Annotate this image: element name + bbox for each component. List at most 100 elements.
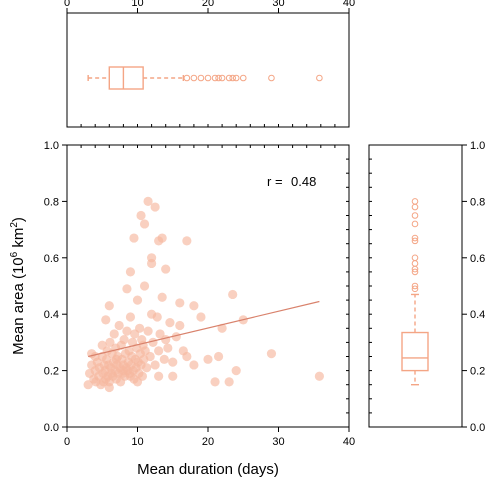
data-point <box>217 323 227 333</box>
top-box-outlier <box>316 74 323 82</box>
data-point <box>196 312 206 322</box>
y-tick-label: 0.8 <box>44 196 59 208</box>
y-tick-label: 0.6 <box>44 253 59 265</box>
data-point <box>125 312 136 322</box>
data-point <box>175 320 185 331</box>
data-point <box>136 210 146 221</box>
y-axis-label-sup2: 2 <box>9 222 20 228</box>
data-point <box>203 354 213 364</box>
data-point <box>189 301 199 311</box>
right-box-outlier <box>411 198 419 205</box>
correlation-value: 0.48 <box>291 174 316 189</box>
x-tick-label: 20 <box>202 436 214 448</box>
regression-line <box>88 300 320 358</box>
x-tick-label: 30 <box>272 436 284 448</box>
right-y-tick-label: 1.0 <box>470 140 485 152</box>
right-y-tick-label: 0.0 <box>470 422 485 434</box>
data-point <box>139 219 150 229</box>
data-point <box>147 309 157 319</box>
data-point <box>182 236 192 246</box>
right-boxplot <box>401 198 429 386</box>
data-point <box>83 380 93 390</box>
y-tick-label: 0.4 <box>44 309 59 321</box>
top-box-outlier <box>225 74 233 82</box>
data-point <box>210 377 220 387</box>
x-tick-label: 0 <box>64 436 70 448</box>
data-point <box>132 377 143 387</box>
data-point <box>159 354 169 364</box>
y-tick-label: 0.0 <box>44 422 59 434</box>
right-box-outlier <box>411 282 419 290</box>
data-point <box>224 377 234 387</box>
right-box-iqr <box>401 331 429 372</box>
top-axis-ticks: 0 10 20 30 40 <box>64 0 355 127</box>
y-axis-label: Mean area (106 km2) <box>9 217 27 355</box>
y-tick-label: 1.0 <box>44 140 59 152</box>
data-point <box>213 351 224 362</box>
data-point <box>154 346 164 356</box>
data-point <box>163 343 173 353</box>
y-axis-label-close: ) <box>10 217 27 222</box>
data-point <box>150 360 160 370</box>
y-axis-ticks: 0.0 0.2 0.4 0.6 0.8 1.0 <box>44 140 349 434</box>
top-boxplot-panel: 0 10 20 30 40 <box>64 0 355 128</box>
y-axis-label-unit: km <box>10 228 27 252</box>
scatter-points <box>83 196 324 393</box>
data-point <box>314 371 324 381</box>
data-point <box>104 382 114 393</box>
right-boxplot-panel: 0.0 0.2 0.4 0.6 0.8 1.0 <box>368 140 485 434</box>
x-axis-label: Mean duration (days) <box>137 461 279 478</box>
top-x-tick-label: 30 <box>272 0 284 9</box>
top-box-outlier <box>218 74 226 82</box>
data-point <box>168 357 178 367</box>
data-point <box>135 323 145 333</box>
right-y-tick-label: 0.4 <box>470 309 485 321</box>
data-point <box>125 267 136 277</box>
x-tick-label: 10 <box>131 436 143 448</box>
data-point <box>154 371 164 381</box>
data-point <box>228 289 238 300</box>
y-tick-label: 0.2 <box>44 366 59 378</box>
correlation-label: r = <box>267 174 283 189</box>
top-box-outlier <box>229 74 236 82</box>
right-box-outlier <box>411 268 419 276</box>
data-point <box>175 298 185 308</box>
right-box-outlier <box>411 237 419 245</box>
right-box-outlier <box>411 212 419 219</box>
data-point <box>157 233 167 243</box>
data-point <box>139 281 150 291</box>
right-box-outlier <box>411 285 419 293</box>
y-axis-label-sup: 6 <box>9 251 20 257</box>
top-box-outlier <box>190 74 198 82</box>
x-tick-label: 40 <box>343 436 355 448</box>
top-x-tick-label: 10 <box>131 0 143 9</box>
data-point <box>145 351 155 362</box>
top-x-tick-label: 20 <box>202 0 214 9</box>
data-point <box>165 318 175 328</box>
data-point <box>189 360 199 370</box>
data-point <box>157 292 167 302</box>
main-scatter-panel: 0 10 20 30 40 0.0 0.2 0.4 0.6 0.8 1.0 r = 0.48 Me… <box>9 140 355 478</box>
data-point <box>109 329 119 339</box>
data-point <box>150 202 160 212</box>
data-point <box>129 233 139 243</box>
right-y-tick-label: 0.6 <box>470 253 485 265</box>
right-box-outlier <box>411 254 419 262</box>
data-point <box>104 301 114 311</box>
data-point <box>142 363 152 373</box>
right-y-tick-label: 0.8 <box>470 196 485 208</box>
top-box-outlier <box>204 74 212 82</box>
data-point <box>168 371 178 381</box>
top-box-outlier <box>232 74 240 82</box>
right-y-tick-label: 0.2 <box>470 366 485 378</box>
y-axis-label-main: Mean area (10 <box>10 257 27 355</box>
data-point <box>147 253 157 263</box>
top-box-outlier <box>183 74 191 82</box>
right-box-outlier <box>411 220 419 228</box>
top-box-outlier <box>211 74 219 82</box>
top-x-tick-label: 0 <box>64 0 70 9</box>
data-point <box>97 340 107 350</box>
top-box-outlier <box>268 74 275 82</box>
data-point <box>122 284 132 294</box>
